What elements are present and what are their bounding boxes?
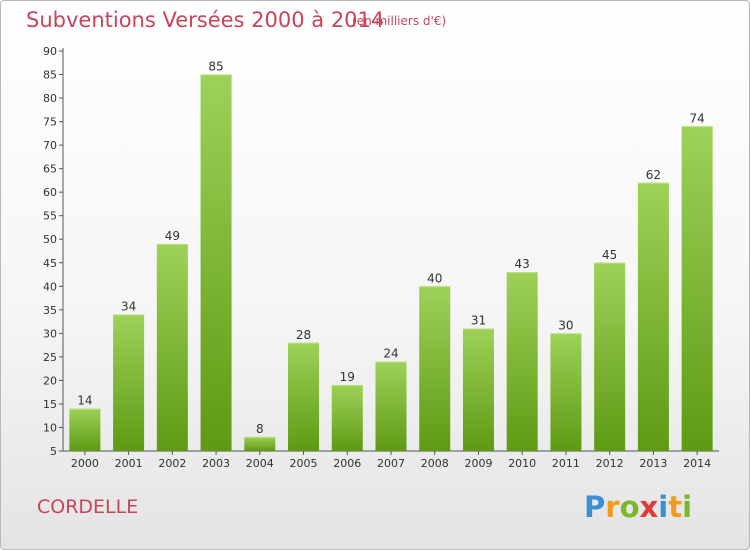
x-tick-label-2013: 2013 xyxy=(639,457,667,470)
x-tick-label-2005: 2005 xyxy=(290,457,318,470)
x-tick-label-2001: 2001 xyxy=(115,457,143,470)
bar-2013 xyxy=(637,182,669,451)
y-tick-label: 90 xyxy=(43,45,57,58)
y-tick-label: 65 xyxy=(43,163,57,176)
data-label-2010: 43 xyxy=(515,257,530,271)
y-tick-label: 30 xyxy=(43,327,57,340)
svg-text:Proxiti: Proxiti xyxy=(584,490,692,524)
proxiti-logo: Proxiti xyxy=(584,490,692,524)
y-tick-label: 15 xyxy=(43,398,57,411)
y-tick-label: 75 xyxy=(43,116,57,129)
y-tick-label: 85 xyxy=(43,69,57,82)
x-tick-label-2004: 2004 xyxy=(246,457,274,470)
x-tick-label-2008: 2008 xyxy=(421,457,449,470)
y-tick-label: 25 xyxy=(43,351,57,364)
y-tick-label: 5 xyxy=(50,445,57,458)
data-label-2008: 40 xyxy=(427,271,442,285)
data-label-2006: 19 xyxy=(340,370,355,384)
bar-2012 xyxy=(594,262,626,451)
data-label-2009: 31 xyxy=(471,314,486,328)
chart-subtitle: (en milliers d'€) xyxy=(352,14,447,28)
y-tick-label: 40 xyxy=(43,280,57,293)
data-label-2014: 74 xyxy=(689,111,704,125)
x-tick-label-2014: 2014 xyxy=(683,457,711,470)
chart-title: Subventions Versées 2000 à 2014 xyxy=(26,8,385,32)
x-tick-label-2002: 2002 xyxy=(158,457,186,470)
data-label-2002: 49 xyxy=(165,229,180,243)
data-label-2012: 45 xyxy=(602,248,617,262)
y-tick-label: 35 xyxy=(43,304,57,317)
bar-2003 xyxy=(200,74,232,451)
data-label-2005: 28 xyxy=(296,328,311,342)
bar-2006 xyxy=(331,385,363,451)
y-tick-label: 20 xyxy=(43,374,57,387)
bar-2001 xyxy=(113,314,145,451)
bar-2005 xyxy=(288,342,320,451)
y-tick-label: 55 xyxy=(43,210,57,223)
x-tick-label-2009: 2009 xyxy=(464,457,492,470)
data-label-2004: 8 xyxy=(256,422,264,436)
x-tick-label-2011: 2011 xyxy=(552,457,580,470)
bars-group: 14 34 49 85 8 28 19 24 40 31 43 30 45 62 74 xyxy=(69,60,713,451)
x-tick-label-2006: 2006 xyxy=(333,457,361,470)
y-tick-label: 10 xyxy=(43,421,57,434)
y-tick-label: 80 xyxy=(43,92,57,105)
y-tick-label: 60 xyxy=(43,186,57,199)
data-label-2003: 85 xyxy=(208,60,223,74)
bar-2002 xyxy=(156,243,188,451)
y-tick-label: 70 xyxy=(43,139,57,152)
x-tick-label-2012: 2012 xyxy=(596,457,624,470)
bar-2008 xyxy=(419,286,451,451)
bar-2000 xyxy=(69,408,101,451)
data-label-2007: 24 xyxy=(383,347,398,361)
bar-2014 xyxy=(681,126,713,451)
x-tick-label-2003: 2003 xyxy=(202,457,230,470)
bar-2007 xyxy=(375,361,407,451)
x-tick-label-2000: 2000 xyxy=(71,457,99,470)
x-tick-label-2007: 2007 xyxy=(377,457,405,470)
data-label-2000: 14 xyxy=(77,394,92,408)
x-tick-label-2010: 2010 xyxy=(508,457,536,470)
bar-2009 xyxy=(462,328,494,451)
y-tick-label: 45 xyxy=(43,257,57,270)
chart-axes: 5 10 15 20 25 30 35 40 45 50 55 60 65 70 75 80 85 90 2000 2… xyxy=(43,45,719,470)
data-label-2013: 62 xyxy=(646,168,661,182)
data-label-2011: 30 xyxy=(558,318,573,332)
bar-2004 xyxy=(244,436,276,451)
bar-2010 xyxy=(506,272,538,451)
bar-2011 xyxy=(550,333,582,451)
y-tick-label: 50 xyxy=(43,233,57,246)
place-name: CORDELLE xyxy=(37,496,139,518)
data-label-2001: 34 xyxy=(121,300,136,314)
